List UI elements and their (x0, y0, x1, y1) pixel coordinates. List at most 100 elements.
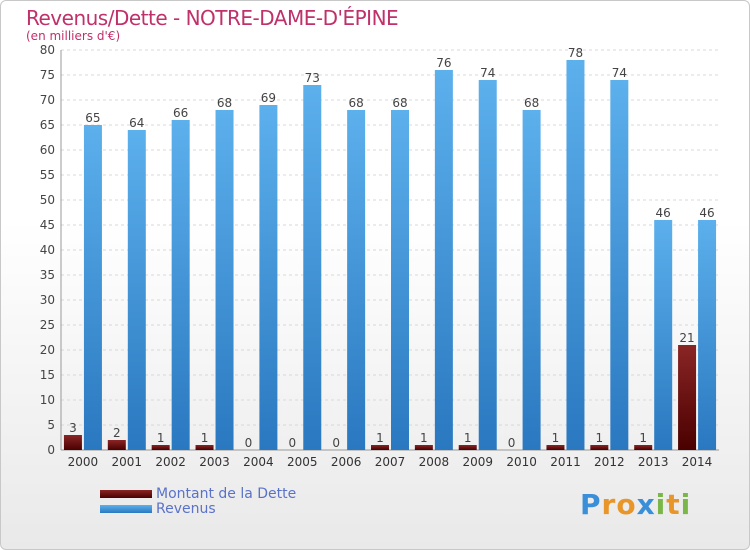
data-label-dette: 0 (508, 436, 516, 450)
data-label-dette: 1 (639, 431, 647, 445)
y-tick-label: 75 (40, 68, 55, 82)
y-tick-label: 35 (40, 268, 55, 282)
bar-revenus (347, 110, 366, 450)
data-label-revenus: 73 (305, 71, 320, 85)
x-tick-label: 2006 (331, 455, 362, 469)
x-tick-label: 2009 (462, 455, 493, 469)
logo-letter: o (616, 488, 637, 521)
legend-swatch-revenus (100, 505, 152, 513)
bar-revenus (391, 110, 409, 450)
y-tick-label: 80 (40, 43, 55, 57)
data-label-revenus: 68 (217, 96, 232, 110)
x-tick-label: 2004 (243, 455, 274, 469)
y-tick-label: 10 (40, 393, 55, 407)
y-tick-label: 40 (40, 243, 55, 257)
bar-dette (546, 445, 565, 450)
proxiti-logo: Proxiti (580, 488, 691, 521)
chart-subtitle: (en milliers d'€) (26, 29, 121, 43)
x-tick-label: 2011 (550, 455, 581, 469)
logo-letter: r (601, 488, 617, 521)
y-tick-label: 70 (40, 93, 55, 107)
x-tick-label: 2014 (682, 455, 713, 469)
x-tick-label: 2012 (594, 455, 625, 469)
bar-revenus (127, 130, 146, 450)
data-label-dette: 1 (552, 431, 560, 445)
bar-revenus (478, 80, 497, 450)
bar-revenus (434, 70, 453, 450)
data-label-dette: 1 (420, 431, 428, 445)
bar-revenus (215, 110, 234, 450)
data-label-revenus: 64 (129, 116, 144, 130)
bar-revenus (566, 60, 585, 450)
data-label-revenus: 74 (480, 66, 495, 80)
data-label-revenus: 46 (699, 206, 714, 220)
bar-dette (458, 445, 477, 450)
x-tick-label: 2008 (419, 455, 450, 469)
bar-revenus (698, 220, 717, 450)
legend-label-dette: Montant de la Dette (156, 486, 297, 502)
bar-revenus (610, 80, 629, 450)
logo-letter: i (655, 488, 667, 521)
bar-revenus (303, 85, 322, 450)
y-tick-label: 65 (40, 118, 55, 132)
bar-dette (634, 445, 653, 450)
bar-revenus (171, 120, 190, 450)
bar-revenus (522, 110, 541, 450)
bar-dette (678, 345, 697, 450)
y-tick-label: 20 (40, 343, 55, 357)
y-tick-label: 25 (40, 318, 55, 332)
data-label-dette: 1 (596, 431, 604, 445)
x-tick-label: 2000 (68, 455, 99, 469)
y-tick-label: 30 (40, 293, 55, 307)
data-label-revenus: 66 (173, 106, 188, 120)
data-label-dette: 3 (69, 421, 77, 435)
bar-dette (107, 440, 126, 450)
logo-letter: P (580, 488, 602, 521)
y-tick-label: 50 (40, 193, 55, 207)
x-tick-label: 2013 (638, 455, 669, 469)
x-tick-label: 2001 (112, 455, 143, 469)
data-label-dette: 2 (113, 426, 121, 440)
data-label-dette: 21 (679, 331, 694, 345)
legend-label-revenus: Revenus (156, 501, 216, 517)
x-tick-label: 2010 (506, 455, 537, 469)
logo-letter: i (680, 488, 692, 521)
bar-dette (590, 445, 609, 450)
y-tick-label: 15 (40, 368, 55, 382)
y-tick-label: 0 (47, 443, 55, 457)
data-label-revenus: 68 (348, 96, 363, 110)
bar-dette (63, 435, 82, 450)
data-label-dette: 0 (332, 436, 340, 450)
data-label-dette: 1 (376, 431, 384, 445)
data-label-revenus: 46 (656, 206, 671, 220)
bar-revenus (83, 125, 102, 450)
x-tick-label: 2002 (155, 455, 186, 469)
data-label-dette: 1 (201, 431, 209, 445)
y-tick-label: 5 (47, 418, 55, 432)
bar-revenus (259, 105, 278, 450)
y-tick-label: 45 (40, 218, 55, 232)
data-label-dette: 0 (288, 436, 296, 450)
y-tick-label: 55 (40, 168, 55, 182)
data-label-revenus: 76 (436, 56, 451, 70)
data-label-revenus: 68 (392, 96, 407, 110)
legend-swatch-dette (100, 490, 152, 498)
data-label-revenus: 69 (261, 91, 276, 105)
data-label-revenus: 68 (524, 96, 539, 110)
data-label-dette: 0 (245, 436, 253, 450)
bar-dette (371, 445, 389, 450)
data-label-revenus: 78 (568, 46, 583, 60)
x-tick-label: 2003 (199, 455, 230, 469)
chart-title: Revenus/Dette - NOTRE-DAME-D'ÉPINE (26, 6, 399, 30)
data-label-revenus: 74 (612, 66, 627, 80)
bar-dette (195, 445, 214, 450)
x-tick-label: 2005 (287, 455, 318, 469)
x-tick-label: 2007 (375, 455, 406, 469)
bar-dette (414, 445, 433, 450)
logo-letter: t (666, 488, 681, 521)
data-label-dette: 1 (157, 431, 165, 445)
bar-revenus (654, 220, 673, 450)
data-label-revenus: 65 (85, 111, 100, 125)
bar-dette (151, 445, 170, 450)
